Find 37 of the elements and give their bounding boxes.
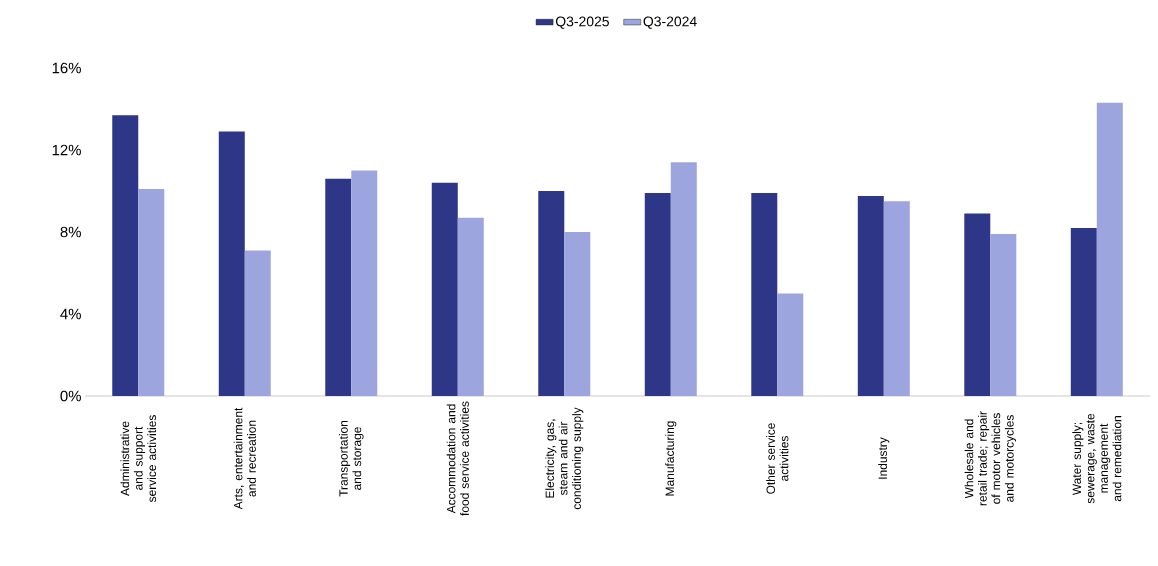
bar: [244, 250, 271, 396]
bar: [351, 170, 378, 396]
x-tick-label: Industry: [878, 437, 890, 479]
bar: [564, 231, 591, 396]
y-tick-label: 4%: [60, 308, 81, 320]
bar: [670, 162, 697, 396]
bar: [325, 178, 352, 396]
bar: [751, 193, 778, 396]
legend-label: Q3-2024: [643, 16, 697, 29]
bar: [457, 217, 484, 396]
bar: [990, 234, 1017, 396]
x-tick-label: Accommodation and food service activities: [446, 401, 469, 516]
bar: [964, 213, 991, 396]
bar: [857, 196, 884, 396]
bar: [644, 193, 671, 396]
bar: [777, 293, 804, 396]
legend-label: Q3-2025: [555, 16, 609, 29]
y-tick-label: 16%: [52, 62, 81, 74]
y-tick-label: 0%: [60, 390, 81, 402]
x-tick-label: Arts, entertainment and recreation: [233, 407, 256, 510]
x-tick-label: Water supply; sewerage, waste management and remediation: [1072, 413, 1122, 504]
bar: [1070, 227, 1097, 396]
x-tick-label: Wholesale and retail trade; repair of motor vehicles and motorcycles: [964, 411, 1017, 506]
bar: [112, 115, 139, 396]
bar: [218, 131, 245, 396]
bar: [538, 190, 565, 396]
x-tick-label: Electricity, gas, steam and air conditioning supply: [545, 407, 584, 510]
x-tick-label: Manufacturing: [665, 421, 677, 496]
x-tick-label: Transportation and storage: [338, 420, 364, 497]
bar: [431, 182, 458, 396]
y-tick-label: 8%: [60, 226, 81, 238]
y-tick-label: 12%: [52, 144, 81, 156]
bar: [138, 188, 165, 396]
bar: [1096, 102, 1123, 396]
bar: [883, 201, 910, 396]
x-tick-label: Other service activities: [766, 423, 789, 494]
x-tick-label: Administrative and support service activities: [120, 415, 157, 503]
